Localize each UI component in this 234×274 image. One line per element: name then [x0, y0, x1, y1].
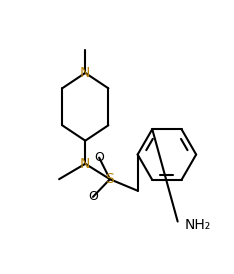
Text: NH₂: NH₂: [185, 218, 211, 232]
Text: N: N: [80, 157, 91, 171]
Text: N: N: [80, 66, 91, 80]
Text: S: S: [106, 172, 114, 186]
Text: O: O: [94, 151, 104, 164]
Text: O: O: [88, 190, 98, 203]
